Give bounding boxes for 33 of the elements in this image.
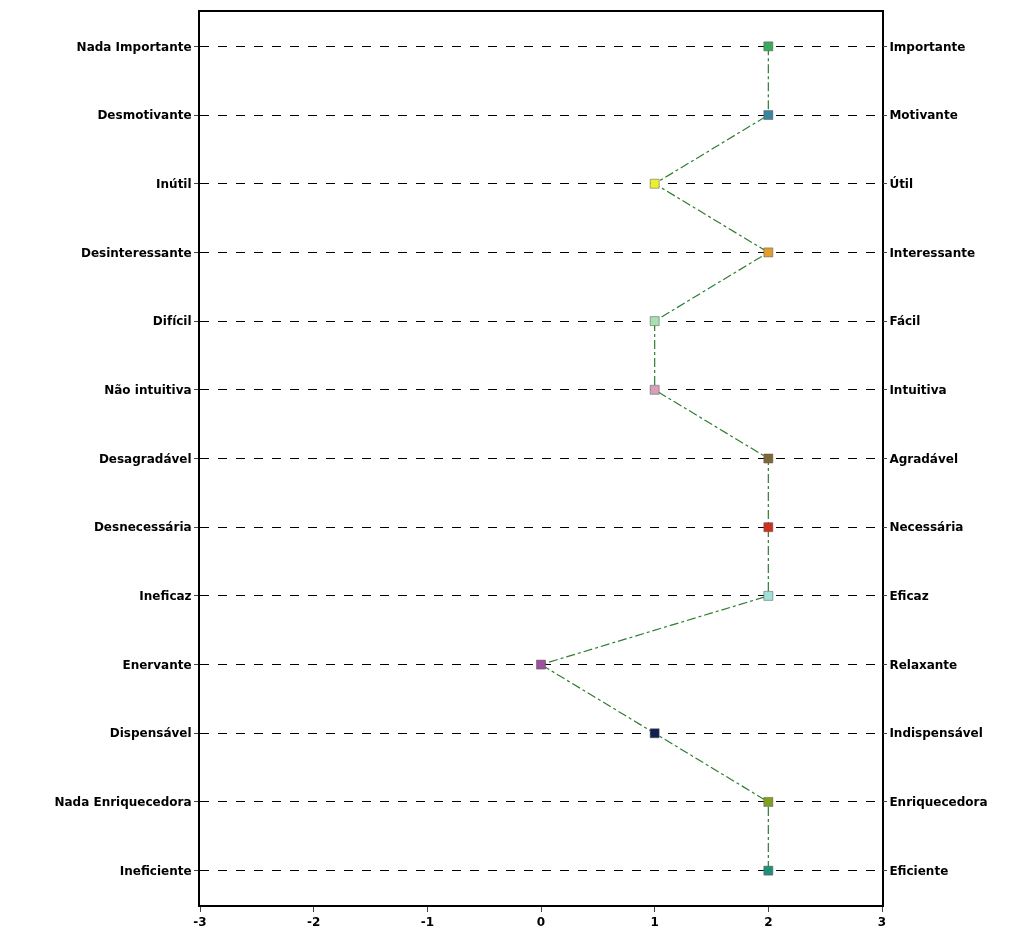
- y2-tick-label: Relaxante: [889, 657, 958, 672]
- y-tick-label: Dispensável: [109, 726, 192, 741]
- y-tick-label: Ineficiente: [119, 863, 192, 878]
- y2-tick-label: Motivante: [889, 108, 958, 123]
- y2-tick-label: Agradável: [889, 451, 959, 466]
- y-tick-label: Desmotivante: [97, 108, 192, 123]
- y2-tick-label: Necessária: [889, 520, 964, 535]
- x-tick-label: 2: [764, 915, 773, 930]
- x-tick-label: 3: [877, 915, 887, 930]
- x-tick-label: -1: [420, 915, 434, 930]
- y-tick-label: Nada Enriquecedora: [54, 795, 192, 810]
- y-tick-label: Ineficaz: [139, 589, 192, 604]
- y-tick-label: Difícil: [152, 314, 192, 329]
- y2-tick-label: Eficaz: [889, 589, 929, 604]
- x-tick-label: 1: [650, 915, 659, 930]
- x-tick-label: -2: [307, 915, 321, 930]
- y-tick-label: Desagradável: [98, 451, 192, 466]
- y-tick-label: Não intuitiva: [104, 383, 192, 398]
- x-tick-label: 0: [536, 915, 546, 930]
- y2-tick-label: Fácil: [889, 314, 921, 329]
- y2-tick-label: Intuitiva: [889, 383, 947, 398]
- y2-tick-label: Interessante: [889, 245, 976, 260]
- y2-tick-label: Indispensável: [889, 726, 983, 741]
- x-tick-label: -3: [193, 915, 207, 930]
- y2-tick-label: Útil: [889, 175, 914, 191]
- y-tick-label: Desinteressante: [80, 245, 192, 260]
- y2-tick-label: Enriquecedora: [889, 795, 988, 810]
- y2-tick-label: Eficiente: [889, 863, 949, 878]
- y-tick-label: Nada Importante: [76, 39, 192, 54]
- y2-tick-label: Importante: [889, 39, 966, 54]
- y-tick-label: Inútil: [156, 176, 192, 191]
- y-tick-label: Enervante: [122, 657, 192, 672]
- y-tick-label: Desnecessária: [93, 520, 192, 535]
